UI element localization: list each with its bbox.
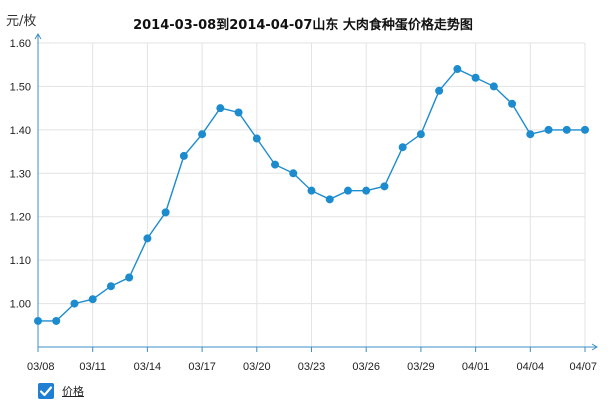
data-point[interactable]	[161, 208, 170, 217]
data-point[interactable]	[562, 125, 571, 134]
data-point[interactable]	[581, 125, 589, 134]
x-tick-label: 03/14	[134, 361, 162, 373]
legend-checkbox[interactable]	[38, 383, 54, 399]
data-point[interactable]	[106, 282, 115, 291]
data-point[interactable]	[544, 125, 553, 134]
data-point[interactable]	[289, 169, 298, 178]
data-point[interactable]	[70, 299, 79, 308]
x-tick-label: 03/20	[243, 361, 271, 373]
y-tick-label: 1.50	[10, 81, 31, 93]
x-tick-label: 04/07	[569, 361, 597, 373]
data-point[interactable]	[435, 86, 444, 95]
data-point[interactable]	[307, 186, 316, 195]
data-point[interactable]	[234, 108, 243, 117]
data-point[interactable]	[198, 130, 207, 139]
y-tick-label: 1.10	[10, 255, 31, 267]
series-price	[34, 65, 589, 325]
data-point[interactable]	[34, 316, 42, 325]
data-point[interactable]	[179, 151, 188, 160]
y-axis-arrow-icon	[34, 33, 42, 40]
chart-title: 2014-03-08到2014-04-07山东 大肉食种蛋价格走势图	[133, 17, 473, 33]
data-point[interactable]	[125, 273, 134, 282]
data-point[interactable]	[526, 130, 535, 139]
y-tick-label: 1.30	[10, 168, 31, 180]
y-tick-label: 1.40	[10, 125, 31, 137]
data-point[interactable]	[362, 186, 371, 195]
checkmark-icon	[39, 386, 53, 397]
x-tick-label: 04/04	[517, 361, 545, 373]
data-point[interactable]	[508, 99, 517, 108]
x-tick-label: 03/23	[298, 361, 326, 373]
data-point[interactable]	[380, 182, 389, 191]
data-point[interactable]	[343, 186, 352, 195]
x-tick-label: 03/11	[79, 361, 106, 373]
data-point[interactable]	[88, 295, 97, 304]
data-point[interactable]	[52, 316, 61, 325]
x-tick-labels: 03/08 03/11 03/14 03/17 03/20 03/23 03/26 03/29…	[27, 361, 597, 373]
data-point[interactable]	[471, 73, 480, 82]
data-point[interactable]	[453, 65, 462, 74]
x-tick-label: 03/17	[188, 361, 216, 373]
x-tick-label: 03/26	[352, 361, 380, 373]
data-point[interactable]	[325, 195, 334, 204]
data-point[interactable]	[216, 104, 225, 113]
data-point[interactable]	[143, 234, 152, 243]
legend-label: 价格	[62, 385, 84, 398]
x-tick-label: 03/29	[407, 361, 435, 373]
y-tick-label: 1.60	[10, 38, 31, 50]
data-point[interactable]	[398, 143, 407, 152]
x-tick-label: 03/08	[27, 361, 55, 373]
grid-lines	[37, 42, 586, 347]
x-axis-arrow-icon	[591, 343, 598, 351]
data-point[interactable]	[252, 134, 261, 143]
y-tick-label: 1.20	[10, 212, 31, 224]
legend-item-price[interactable]: 价格	[38, 383, 84, 399]
x-tick-label: 04/01	[462, 361, 490, 373]
y-tick-label: 1.00	[10, 299, 31, 311]
data-point[interactable]	[271, 160, 280, 169]
axes	[34, 33, 598, 352]
y-tick-labels: 1.00 1.10 1.20 1.30 1.40 1.50 1.60	[10, 38, 31, 311]
data-point[interactable]	[489, 82, 498, 91]
data-point[interactable]	[416, 130, 425, 139]
y-axis-unit-label: 元/枚	[6, 14, 36, 29]
